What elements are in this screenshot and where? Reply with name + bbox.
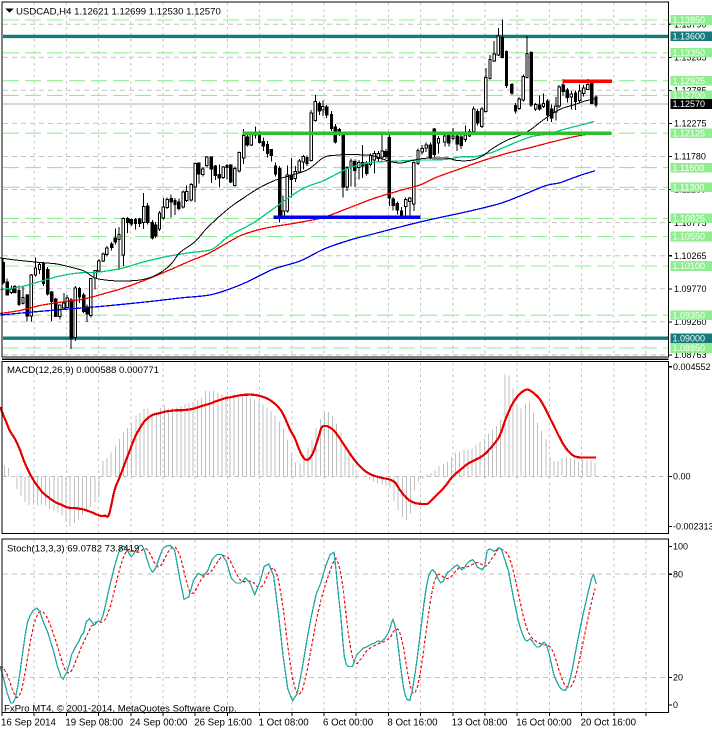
svg-text:1.13350: 1.13350 xyxy=(673,48,706,58)
svg-text:16 Oct 00:00: 16 Oct 00:00 xyxy=(516,718,572,729)
svg-text:0: 0 xyxy=(673,700,678,710)
svg-text:1.09770: 1.09770 xyxy=(674,284,707,294)
svg-text:6 Oct 00:00: 6 Oct 00:00 xyxy=(323,718,374,729)
svg-text:1.12925: 1.12925 xyxy=(673,76,706,86)
svg-text:0.00: 0.00 xyxy=(673,472,691,482)
svg-text:1.12125: 1.12125 xyxy=(673,128,706,138)
svg-text:1 Oct 08:00: 1 Oct 08:00 xyxy=(259,718,310,729)
svg-text:1.10825: 1.10825 xyxy=(673,214,706,224)
svg-text:8 Oct 16:00: 8 Oct 16:00 xyxy=(387,718,438,729)
svg-text:24 Sep 00:00: 24 Sep 00:00 xyxy=(130,718,188,729)
svg-text:13 Oct 08:00: 13 Oct 08:00 xyxy=(452,718,508,729)
svg-text:FxPro MT4, © 2001-2014, MetaQu: FxPro MT4, © 2001-2014, MetaQuotes Softw… xyxy=(4,703,237,714)
svg-text:1.13850: 1.13850 xyxy=(673,15,706,25)
svg-text:1.10100: 1.10100 xyxy=(673,261,706,271)
svg-text:1.11600: 1.11600 xyxy=(673,163,705,173)
svg-text:1.11780: 1.11780 xyxy=(674,152,706,162)
svg-text:100: 100 xyxy=(673,542,688,552)
svg-text:1.11300: 1.11300 xyxy=(673,183,705,193)
svg-text:1.08850: 1.08850 xyxy=(673,343,706,353)
svg-text:20: 20 xyxy=(673,673,683,683)
svg-text:Stoch(13,3,3) 69.0782 73.8419: Stoch(13,3,3) 69.0782 73.8419 xyxy=(7,543,139,554)
svg-text:80: 80 xyxy=(673,569,683,579)
svg-text:19 Sep 08:00: 19 Sep 08:00 xyxy=(65,718,123,729)
svg-text:-0.002313: -0.002313 xyxy=(673,522,712,532)
svg-text:1.09350: 1.09350 xyxy=(673,310,706,320)
svg-text:26 Sep 16:00: 26 Sep 16:00 xyxy=(194,718,252,729)
svg-text:1.10265: 1.10265 xyxy=(674,251,707,261)
svg-text:0.004552: 0.004552 xyxy=(673,362,711,372)
svg-text:USDCAD,H4 1.12621 1.12699 1.1: USDCAD,H4 1.12621 1.12699 1.12530 1.1257… xyxy=(16,6,221,17)
svg-text:1.09000: 1.09000 xyxy=(673,333,706,343)
svg-text:1.10550: 1.10550 xyxy=(673,232,706,242)
svg-text:16 Sep 2014: 16 Sep 2014 xyxy=(1,718,57,729)
svg-text:20 Oct 16:00: 20 Oct 16:00 xyxy=(581,718,637,729)
svg-text:1.12275: 1.12275 xyxy=(674,119,707,129)
svg-text:1.12570: 1.12570 xyxy=(673,99,706,109)
svg-text:1.13600: 1.13600 xyxy=(673,32,706,42)
svg-text:MACD(12,26,9) 0.000588 0.00077: MACD(12,26,9) 0.000588 0.000771 xyxy=(7,365,159,376)
